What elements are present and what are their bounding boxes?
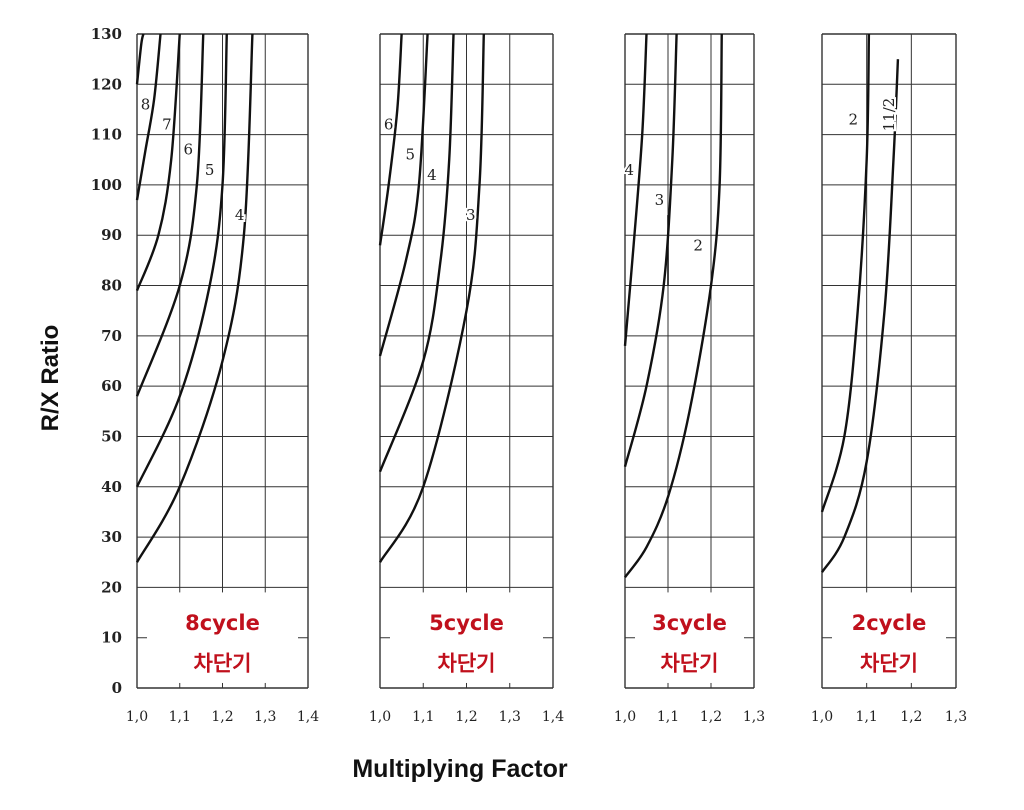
series-curve-4 xyxy=(378,33,455,473)
series-curve-11-2 xyxy=(820,59,900,573)
x-tick-label: 1,0 xyxy=(126,709,148,725)
panel-caption-cycle: 5cycle xyxy=(429,611,504,635)
x-tick-label: 1,3 xyxy=(499,709,521,725)
series-curve-2 xyxy=(624,33,723,579)
x-tick-label: 1,2 xyxy=(900,709,922,725)
curve-label: 3 xyxy=(655,191,665,209)
x-tick-label: 1,1 xyxy=(169,709,191,725)
y-tick-label: 30 xyxy=(101,528,122,546)
curve-label: 4 xyxy=(625,161,635,179)
y-tick-label: 40 xyxy=(101,478,122,496)
y-tick-label: 0 xyxy=(112,679,122,697)
curve-label: 2 xyxy=(848,111,858,129)
curve-label: 6 xyxy=(184,141,194,159)
curve-label: 7 xyxy=(162,116,172,134)
curve-label: 4 xyxy=(235,206,245,224)
curve-label: 4 xyxy=(427,166,437,184)
x-axis-label: Multiplying Factor xyxy=(352,755,568,783)
series-curve-2 xyxy=(820,33,871,513)
y-tick-label: 20 xyxy=(101,578,122,596)
series-curve-7 xyxy=(135,33,162,201)
y-tick-label: 70 xyxy=(101,327,122,345)
y-tick-label: 80 xyxy=(101,277,122,295)
y-tick-label: 50 xyxy=(101,427,122,445)
panel-caption-breaker: 차단기 xyxy=(860,651,918,675)
x-tick-label: 1,0 xyxy=(614,709,636,725)
curve-label: 5 xyxy=(406,146,416,164)
series-curve-4 xyxy=(623,33,648,347)
curve-label: 3 xyxy=(466,206,476,224)
x-tick-label: 1,0 xyxy=(369,709,391,725)
caption-background xyxy=(635,592,744,683)
curve-label: 8 xyxy=(141,95,151,113)
caption-background xyxy=(147,592,298,683)
y-tick-label: 110 xyxy=(91,126,122,144)
y-tick-label: 90 xyxy=(101,226,122,244)
x-tick-label: 1,4 xyxy=(542,709,564,725)
series-curve-4 xyxy=(135,33,254,563)
series-curve-unlabeled xyxy=(135,33,228,488)
x-tick-label: 1,1 xyxy=(657,709,679,725)
y-axis-label: R/X Ratio xyxy=(37,325,64,432)
panel-caption-breaker: 차단기 xyxy=(194,651,252,675)
x-tick-label: 1,3 xyxy=(254,709,276,725)
series-curve-6 xyxy=(378,33,403,246)
panel-caption-breaker: 차단기 xyxy=(661,651,719,675)
x-tick-label: 1,4 xyxy=(297,709,319,725)
y-tick-label: 10 xyxy=(101,629,122,647)
curve-label: 6 xyxy=(384,116,394,134)
y-tick-label: 130 xyxy=(91,25,122,43)
x-tick-label: 1,1 xyxy=(412,709,434,725)
x-tick-label: 1,3 xyxy=(945,709,967,725)
panel-caption-cycle: 2cycle xyxy=(852,611,927,635)
series-curve-6 xyxy=(135,33,181,292)
series-curve-8 xyxy=(135,33,145,85)
series-curve-5 xyxy=(378,33,429,357)
x-tick-label: 1,2 xyxy=(700,709,722,725)
panel-caption-cycle: 8cycle xyxy=(185,611,260,635)
x-tick-label: 1,1 xyxy=(856,709,878,725)
curve-label: 2 xyxy=(693,236,703,254)
x-tick-label: 1,2 xyxy=(455,709,477,725)
y-tick-label: 120 xyxy=(91,75,122,93)
x-tick-label: 1,3 xyxy=(743,709,765,725)
y-tick-label: 100 xyxy=(91,176,122,194)
y-tick-label: 60 xyxy=(101,377,122,395)
x-tick-label: 1,0 xyxy=(811,709,833,725)
curve-label: 11/2 xyxy=(880,98,898,132)
curve-label: 5 xyxy=(205,161,215,179)
x-tick-label: 1,2 xyxy=(211,709,233,725)
caption-background xyxy=(390,592,543,683)
panel-caption-breaker: 차단기 xyxy=(438,651,496,675)
panel-caption-cycle: 3cycle xyxy=(652,611,727,635)
series-curve-3 xyxy=(378,33,485,563)
series-curve-unlabeled xyxy=(623,33,678,467)
caption-background xyxy=(832,592,946,683)
series-curve-5 xyxy=(135,33,205,397)
